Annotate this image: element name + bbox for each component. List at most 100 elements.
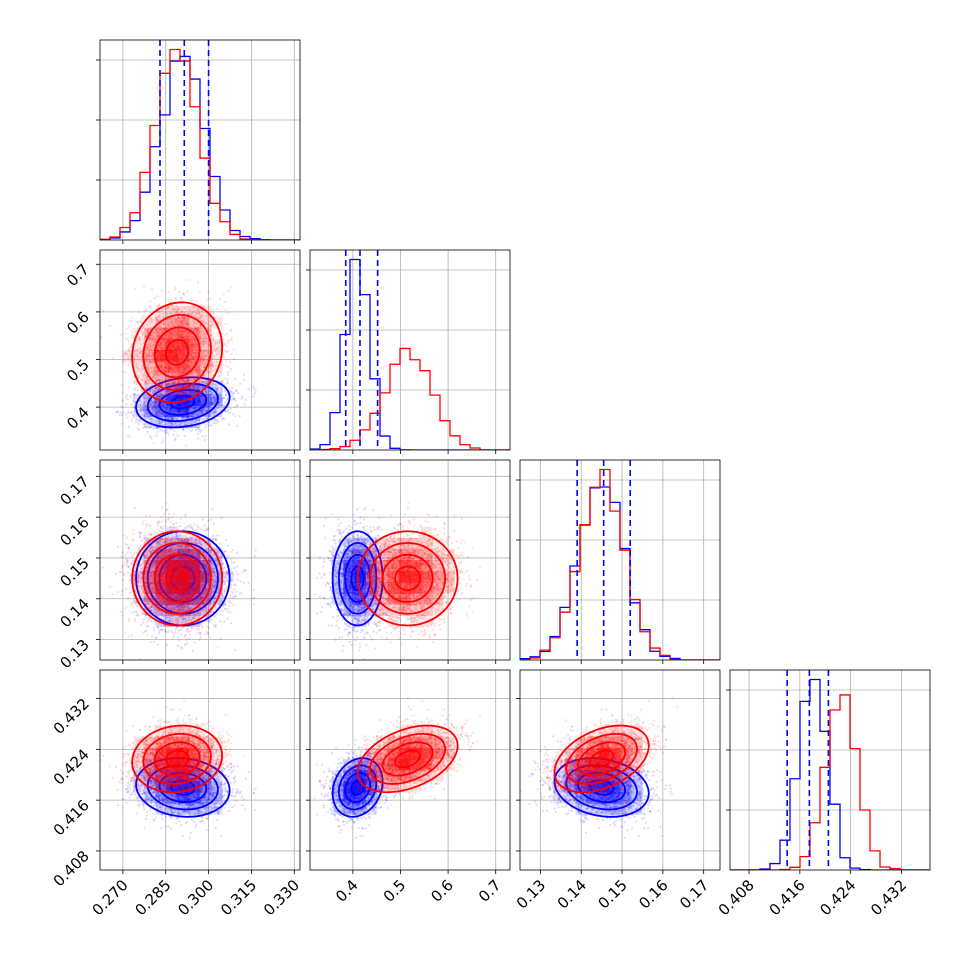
sample-point [135,418,138,421]
sample-point [153,400,156,404]
sample-point [226,340,229,343]
sample-point [101,310,105,313]
sample-point [236,403,239,407]
sample-point [141,422,144,425]
sample-point [141,396,145,399]
sample-point [198,379,201,382]
sample-point [218,401,221,405]
sample-point [169,396,172,399]
sample-point [182,405,185,408]
sample-point [154,399,157,403]
sample-point [195,385,198,389]
sample-point [197,406,201,409]
sample-point [152,410,155,413]
sample-point [178,396,181,399]
sample-point [203,380,207,384]
sample-point [159,396,162,399]
sample-point [187,421,190,425]
sample-point [148,389,151,392]
sample-point [174,286,177,289]
sample-point [234,415,237,418]
sample-point [222,363,225,367]
sample-point [210,401,213,404]
sample-point [125,413,128,416]
sample-point [220,408,223,412]
sample-point [239,382,242,386]
panel-2-0: 0.130.140.150.160.17 [56,459,301,672]
sample-point [204,419,207,422]
sample-point [167,383,170,386]
sample-point [211,329,214,332]
sample-point [207,410,210,413]
density-cell [166,361,179,373]
sample-point [154,387,158,390]
sample-point [123,363,126,366]
sample-point [126,551,129,554]
sample-point [232,397,235,400]
sample-point [190,416,193,419]
sample-point [224,322,227,326]
sample-point [198,389,201,392]
sample-point [168,377,171,380]
sample-point [204,389,207,392]
sample-point [146,397,149,400]
sample-point [211,308,214,311]
sample-point [223,417,226,420]
sample-point [205,391,208,394]
sample-point [215,406,218,409]
sample-point [147,416,150,419]
sample-point [160,441,164,444]
sample-point [141,426,145,429]
sample-point [154,403,157,406]
sample-point [141,414,144,417]
sample-point [206,397,209,400]
sample-point [237,391,240,395]
sample-point [231,398,234,401]
sample-point [174,628,177,631]
sample-point [150,436,153,440]
sample-point [120,405,123,409]
sample-point [165,408,168,411]
sample-point [130,342,133,345]
sample-point [166,390,170,393]
sample-point [181,392,185,395]
sample-point [210,389,213,392]
sample-point [158,379,161,382]
sample-point [157,395,161,398]
sample-point [185,423,188,426]
sample-point [135,321,138,324]
sample-point [206,402,209,405]
sample-point [161,429,164,432]
sample-point [224,359,228,362]
sample-point [143,414,146,418]
sample-point [226,382,229,385]
sample-point [149,300,152,303]
sample-point [193,416,196,419]
sample-point [209,397,212,400]
sample-point [154,406,157,409]
sample-point [225,364,228,367]
sample-point [141,557,144,561]
sample-point [143,310,146,313]
sample-point [182,395,185,398]
sample-point [206,417,209,420]
sample-point [211,391,214,394]
sample-point [143,410,146,413]
sample-point [179,296,182,300]
sample-point [227,365,230,368]
sample-point [234,399,237,402]
sample-point [146,412,149,416]
sample-point [224,394,227,397]
sample-point [199,400,203,404]
sample-point [207,421,211,424]
sample-point [182,391,185,395]
sample-point [142,409,145,412]
sample-point [171,386,174,389]
sample-point [207,380,210,383]
sample-point [129,395,132,398]
sample-point [120,383,123,387]
sample-point [163,430,166,433]
sample-point [121,399,124,403]
sample-point [220,373,223,376]
sample-point [234,377,237,380]
